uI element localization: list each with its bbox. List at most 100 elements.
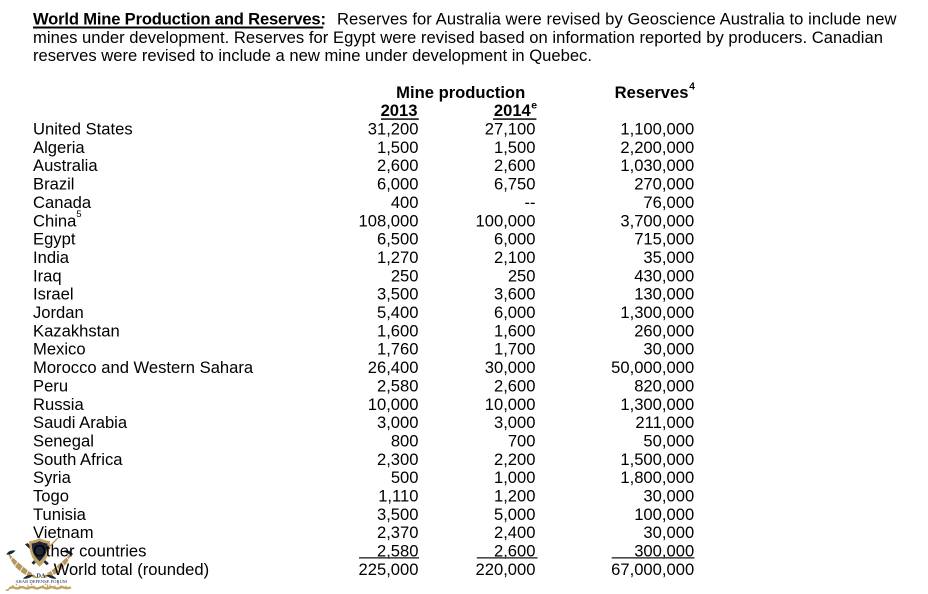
svg-text:1,500: 1,500 [494,138,536,157]
svg-text:2,100: 2,100 [494,248,536,267]
svg-text:1,270: 1,270 [377,248,419,267]
svg-text:2,600: 2,600 [494,376,536,395]
svg-text:Vietnam: Vietnam [33,523,94,542]
svg-text:1,500: 1,500 [377,138,419,157]
svg-text:10,000: 10,000 [368,395,419,414]
svg-text:World total (rounded): World total (rounded) [54,560,210,579]
svg-text:2,370: 2,370 [377,523,419,542]
svg-text:820,000: 820,000 [634,376,694,395]
svg-text:World Mine Production and Rese: World Mine Production and Reserves: [33,9,326,28]
svg-text:250: 250 [508,266,536,285]
svg-text:6,000: 6,000 [494,230,536,249]
svg-text:50,000: 50,000 [643,431,694,450]
svg-text:5: 5 [76,209,81,220]
svg-text:3,000: 3,000 [377,413,419,432]
svg-text:220,000: 220,000 [476,560,536,579]
svg-text:Mine production: Mine production [396,83,525,102]
svg-text:2,300: 2,300 [377,450,419,469]
svg-text:30,000: 30,000 [643,340,694,359]
svg-text:Canada: Canada [33,193,92,212]
svg-text:Tunisia: Tunisia [33,505,87,524]
svg-text:Peru: Peru [33,376,68,395]
svg-text:India: India [33,248,70,267]
svg-text:30,000: 30,000 [643,487,694,506]
svg-text:South Africa: South Africa [33,450,123,469]
svg-text:2,200: 2,200 [494,450,536,469]
svg-text:Australia: Australia [33,156,98,175]
svg-text:260,000: 260,000 [634,321,694,340]
svg-text:26,400: 26,400 [368,358,419,377]
svg-text:Mexico: Mexico [33,340,86,359]
svg-text:67,000,000: 67,000,000 [611,560,694,579]
svg-text:715,000: 715,000 [634,230,694,249]
svg-text:Other countries: Other countries [33,542,146,561]
svg-text:1,200: 1,200 [494,487,536,506]
svg-text:2,580: 2,580 [377,376,419,395]
svg-text:6,000: 6,000 [494,303,536,322]
svg-text:2,600: 2,600 [494,542,536,561]
svg-text:225,000: 225,000 [359,560,419,579]
svg-text:300,000: 300,000 [634,542,694,561]
svg-text:2,580: 2,580 [377,542,419,561]
svg-text:2,200,000: 2,200,000 [620,138,694,157]
svg-text:500: 500 [391,468,419,487]
svg-text:1,030,000: 1,030,000 [620,156,694,175]
svg-text:1,100,000: 1,100,000 [620,120,694,139]
svg-text:Egypt: Egypt [33,230,76,249]
svg-text:1,110: 1,110 [378,487,418,506]
svg-text:Senegal: Senegal [33,431,94,450]
svg-text:Syria: Syria [33,468,72,487]
svg-text:3,000: 3,000 [494,413,536,432]
svg-text:Reserves: Reserves [615,83,689,102]
svg-text:31,200: 31,200 [368,120,419,139]
svg-text:2,600: 2,600 [377,156,419,175]
svg-text:10,000: 10,000 [485,395,536,414]
svg-text:100,000: 100,000 [634,505,694,524]
svg-text:50,000,000: 50,000,000 [611,358,694,377]
svg-text:4: 4 [689,81,695,92]
svg-text:Russia: Russia [33,395,84,414]
svg-text:5,400: 5,400 [377,303,419,322]
svg-text:6,000: 6,000 [377,175,419,194]
svg-text:DA: DA [37,573,46,580]
svg-text:reserves were revised to inclu: reserves were revised to include a new m… [33,46,592,65]
svg-text:27,100: 27,100 [485,120,536,139]
svg-text:3,700,000: 3,700,000 [620,211,694,230]
svg-text:1,000: 1,000 [494,468,536,487]
svg-text:Jordan: Jordan [33,303,84,322]
svg-text:1,800,000: 1,800,000 [620,468,694,487]
svg-text:Israel: Israel [33,285,74,304]
svg-text:800: 800 [391,431,419,450]
svg-text:Brazil: Brazil [33,175,75,194]
svg-text:1,760: 1,760 [377,340,419,359]
svg-text:Kazakhstan: Kazakhstan [33,321,120,340]
svg-text:30,000: 30,000 [485,358,536,377]
svg-text:250: 250 [391,266,419,285]
svg-text:mines under development. Reser: mines under development. Reserves for Eg… [33,28,883,47]
svg-text:1,300,000: 1,300,000 [620,303,694,322]
svg-text:6,750: 6,750 [494,175,536,194]
svg-text:3,600: 3,600 [494,285,536,304]
svg-text:130,000: 130,000 [634,285,694,304]
svg-text:2013: 2013 [381,101,418,120]
svg-text:1,600: 1,600 [377,321,419,340]
svg-text:2,400: 2,400 [494,523,536,542]
svg-text:2014: 2014 [494,101,532,120]
svg-text:1,600: 1,600 [494,321,536,340]
svg-text:3,500: 3,500 [377,505,419,524]
svg-text:3,500: 3,500 [377,285,419,304]
svg-text:108,000: 108,000 [359,211,419,230]
svg-text:5,000: 5,000 [494,505,536,524]
svg-text:2,600: 2,600 [494,156,536,175]
svg-text:270,000: 270,000 [634,175,694,194]
svg-text:Iraq: Iraq [33,266,62,285]
svg-text:30,000: 30,000 [643,523,694,542]
svg-text:700: 700 [508,431,536,450]
svg-text:1,300,000: 1,300,000 [620,395,694,414]
svg-text:--: -- [524,193,535,212]
svg-text:100,000: 100,000 [476,211,536,230]
svg-text:76,000: 76,000 [643,193,694,212]
svg-text:1,500,000: 1,500,000 [620,450,694,469]
svg-text:6,500: 6,500 [377,230,419,249]
svg-text:1,700: 1,700 [494,340,536,359]
